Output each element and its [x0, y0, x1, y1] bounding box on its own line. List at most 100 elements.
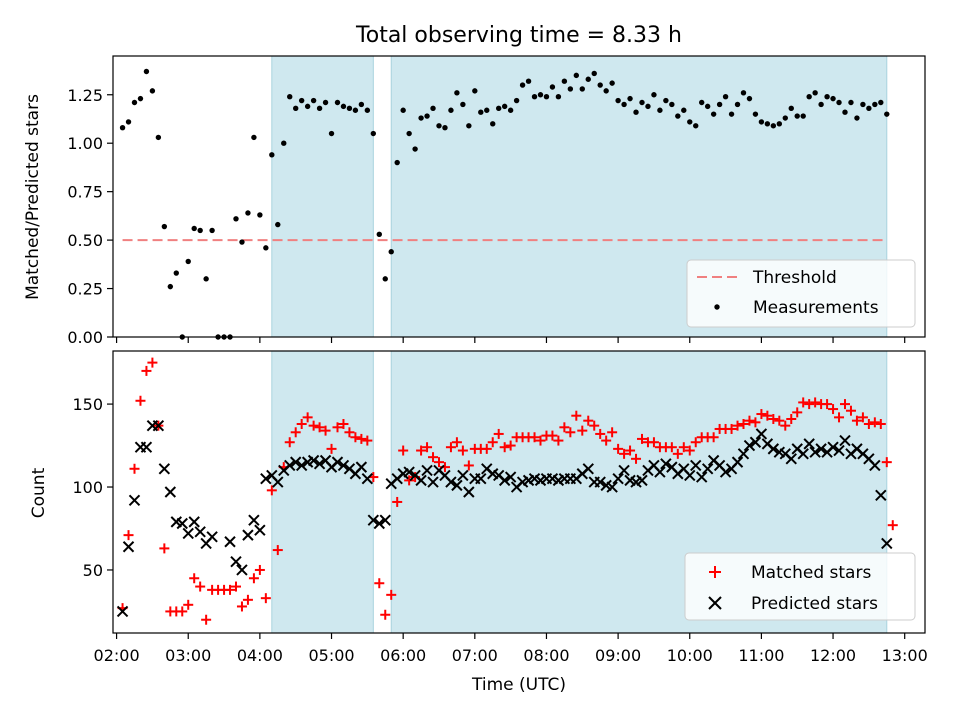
y-tick-label: 150	[72, 395, 103, 414]
matched-star-point	[851, 415, 862, 426]
matched-star-point	[845, 405, 856, 416]
measurement-point	[173, 270, 179, 276]
matched-star-point	[386, 589, 397, 600]
predicted-star-point	[684, 469, 696, 482]
matched-star-point	[266, 485, 277, 496]
measurement-point	[645, 103, 651, 110]
matched-star-point	[314, 422, 325, 433]
y-tick-label: 0.25	[67, 280, 103, 299]
axes-frame	[112, 350, 926, 634]
predicted-star-point	[701, 463, 714, 475]
predicted-star-point	[272, 476, 284, 488]
matched-star-point	[786, 414, 797, 425]
predicted-star-point	[403, 466, 415, 478]
matched-star-point	[863, 418, 874, 429]
matched-star-point	[135, 395, 146, 406]
legend-threshold-label: Threshold	[752, 268, 837, 288]
matched-star-point	[774, 415, 785, 426]
y-tick-label: 0.75	[67, 183, 103, 202]
measurement-point	[507, 107, 514, 113]
measurement-point	[251, 134, 257, 141]
matched-star-point	[159, 543, 170, 554]
measurement-point	[215, 334, 221, 340]
measurement-point	[382, 276, 388, 282]
measurement-point	[293, 105, 299, 112]
predicted-star-point	[797, 448, 809, 460]
matched-star-point	[302, 412, 313, 423]
measurement-point	[143, 68, 150, 75]
matched-star-point	[356, 433, 367, 444]
matched-star-point	[636, 433, 647, 444]
matched-star-point	[183, 599, 194, 610]
matched-star-point	[499, 442, 510, 453]
measurement-point	[472, 88, 478, 94]
predicted-star-point	[809, 446, 821, 458]
matched-star-point	[129, 463, 140, 474]
matched-star-point	[428, 452, 439, 463]
measurement-point	[448, 107, 454, 113]
predicted-star-point	[295, 459, 308, 472]
measurement-point	[776, 121, 783, 127]
predicted-star-point	[636, 474, 648, 487]
measurement-point	[263, 245, 269, 251]
measurement-point	[310, 97, 317, 104]
measurement-point	[549, 84, 556, 90]
measurement-point	[496, 105, 502, 112]
count-points	[116, 357, 898, 625]
observing-interval	[271, 55, 374, 338]
predicted-star-point	[361, 473, 374, 485]
predicted-star-point	[224, 536, 236, 548]
predicted-star-point	[618, 464, 630, 477]
matched-star-point	[248, 573, 259, 584]
measurement-point	[525, 78, 532, 84]
matched-star-point	[260, 593, 271, 604]
measurement-point	[693, 123, 699, 129]
measurement-point	[710, 111, 717, 117]
legend-matched-label: Matched stars	[751, 563, 871, 583]
measurement-point	[376, 231, 382, 237]
measurement-point	[687, 119, 693, 125]
measurement-point	[764, 121, 771, 127]
measurement-point	[800, 113, 806, 119]
predicted-star-point	[355, 461, 368, 473]
measurement-point	[639, 99, 645, 106]
legend-measurements-label: Measurements	[753, 298, 879, 318]
matched-star-point	[887, 520, 898, 531]
measurement-point	[657, 107, 663, 113]
matched-star-point	[308, 420, 319, 431]
matched-star-point	[857, 412, 868, 423]
predicted-star-point	[504, 471, 517, 483]
measurement-point	[609, 80, 615, 86]
matched-star-point	[445, 442, 456, 453]
top-y-axis-label: Matched/Predicted stars	[23, 94, 43, 300]
predicted-star-point	[737, 448, 750, 460]
measurement-point	[269, 152, 275, 158]
predicted-star-point	[188, 516, 200, 528]
matched-star-point	[416, 445, 427, 456]
measurement-point	[227, 334, 233, 340]
measurement-point	[424, 113, 430, 119]
measurement-point	[740, 90, 747, 96]
measurement-point	[412, 146, 418, 152]
measurement-point	[275, 221, 281, 228]
measurement-point	[824, 93, 830, 100]
measurement-point	[466, 123, 472, 129]
matched-star-point	[762, 410, 773, 421]
measurement-point	[370, 130, 377, 137]
predicted-star-point	[612, 473, 624, 485]
predicted-star-point	[116, 605, 129, 618]
matched-star-point	[726, 423, 737, 434]
matched-star-point	[201, 614, 212, 625]
predicted-star-point	[881, 537, 893, 550]
matched-star-point	[332, 422, 343, 433]
y-tick-label: 1.00	[67, 134, 103, 153]
top-legend: Threshold Measurements	[686, 259, 916, 328]
predicted-star-point	[367, 514, 380, 526]
measurement-point	[716, 101, 723, 108]
x-tick-label: 05:00	[308, 646, 354, 665]
predicted-star-point	[421, 464, 433, 477]
measurement-point	[836, 99, 842, 106]
measurement-point	[388, 249, 394, 255]
predicted-star-point	[152, 419, 165, 432]
